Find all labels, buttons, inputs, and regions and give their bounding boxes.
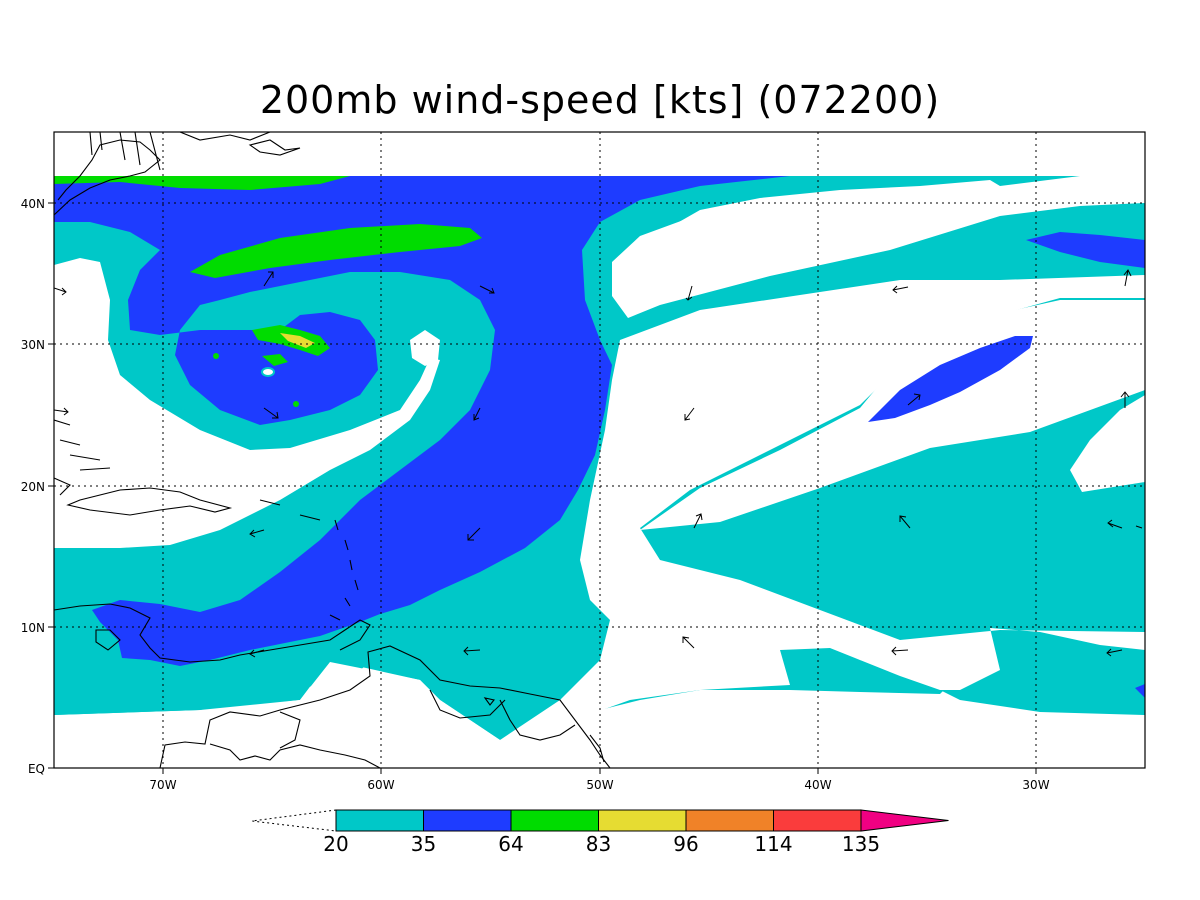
colorbar-bin (773, 809, 862, 832)
colorbar: 20 35 64 83 96 114 135 (251, 809, 949, 856)
contour-below-20 (54, 180, 1145, 768)
colorbar-label: 83 (586, 832, 611, 856)
lat-label: EQ (28, 762, 45, 776)
lon-label: 60W (367, 778, 394, 792)
coastlines (54, 132, 611, 768)
lat-label: 20N (21, 480, 45, 494)
colorbar-label: 135 (842, 832, 880, 856)
lon-label: 30W (1022, 778, 1049, 792)
wind-vectors (54, 269, 1143, 658)
colorbar-label: 20 (323, 832, 348, 856)
colorbar-bin (510, 809, 599, 832)
lon-label: 70W (149, 778, 176, 792)
map-title: 200mb wind-speed [kts] (072200) (259, 78, 941, 122)
colorbar-bin (423, 809, 512, 832)
lat-axis-labels: 40N 30N 20N 10N EQ (21, 197, 45, 776)
lon-label: 40W (804, 778, 831, 792)
colorbar-low-extension (251, 809, 337, 832)
lat-label: 30N (21, 338, 45, 352)
colorbar-label: 64 (498, 832, 523, 856)
colorbar-bin (598, 809, 687, 832)
colorbar-bin (685, 809, 774, 832)
eye-region (261, 367, 275, 377)
lat-label: 40N (21, 197, 45, 211)
wind-speed-field (54, 132, 1145, 768)
axis-ticks (48, 202, 1037, 774)
contour-35-64 (54, 176, 1145, 698)
colorbar-label: 35 (411, 832, 436, 856)
colorbar-bin (860, 809, 949, 832)
colorbar-bin (335, 809, 424, 832)
lon-axis-labels: 70W 60W 50W 40W 30W (149, 778, 1049, 792)
colorbar-label: 114 (754, 832, 792, 856)
lat-lon-grid (54, 132, 1145, 768)
colorbar-label: 96 (673, 832, 698, 856)
lat-label: 10N (21, 621, 45, 635)
lon-label: 50W (586, 778, 613, 792)
